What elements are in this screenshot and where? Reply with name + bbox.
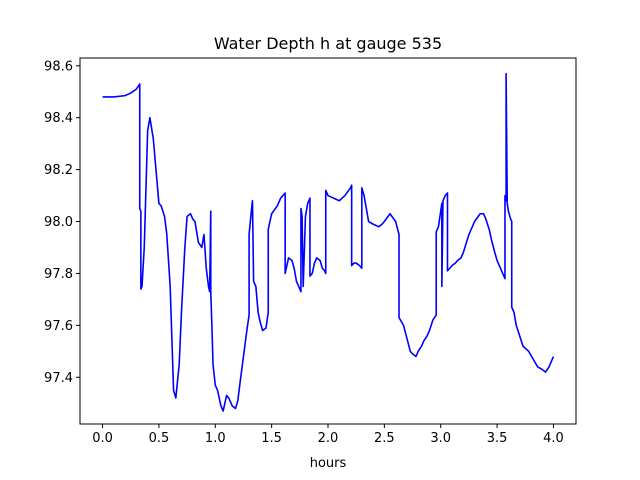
x-tick-label: 2.0 [318,431,339,446]
y-tick-label: 98.6 [44,59,73,74]
y-tick-label: 98.4 [44,111,73,126]
x-tick-label: 3.5 [487,431,508,446]
y-tick-label: 97.8 [44,267,73,282]
x-tick-label: 0.5 [149,431,170,446]
chart-title: Water Depth h at gauge 535 [214,34,442,53]
x-axis-label: hours [310,456,347,471]
axes: 0.0 0.5 1.0 1.5 2.0 2.5 3.0 3.5 4.0 97.4 97.6 97.8 9… [44,57,577,446]
x-tick-label: 3.0 [430,431,451,446]
x-tick-label: 0.0 [92,431,113,446]
plot-area [102,72,555,412]
x-tick-label: 1.5 [261,431,282,446]
x-tick-label: 1.0 [205,431,226,446]
y-tick-label: 98.0 [44,215,73,230]
series-line-0 [102,72,555,412]
x-tick-label: 2.5 [374,431,395,446]
x-tick-label: 4.0 [543,431,564,446]
y-tick-label: 97.6 [44,319,73,334]
y-tick-label: 98.2 [44,163,73,178]
y-tick-label: 97.4 [44,371,73,386]
